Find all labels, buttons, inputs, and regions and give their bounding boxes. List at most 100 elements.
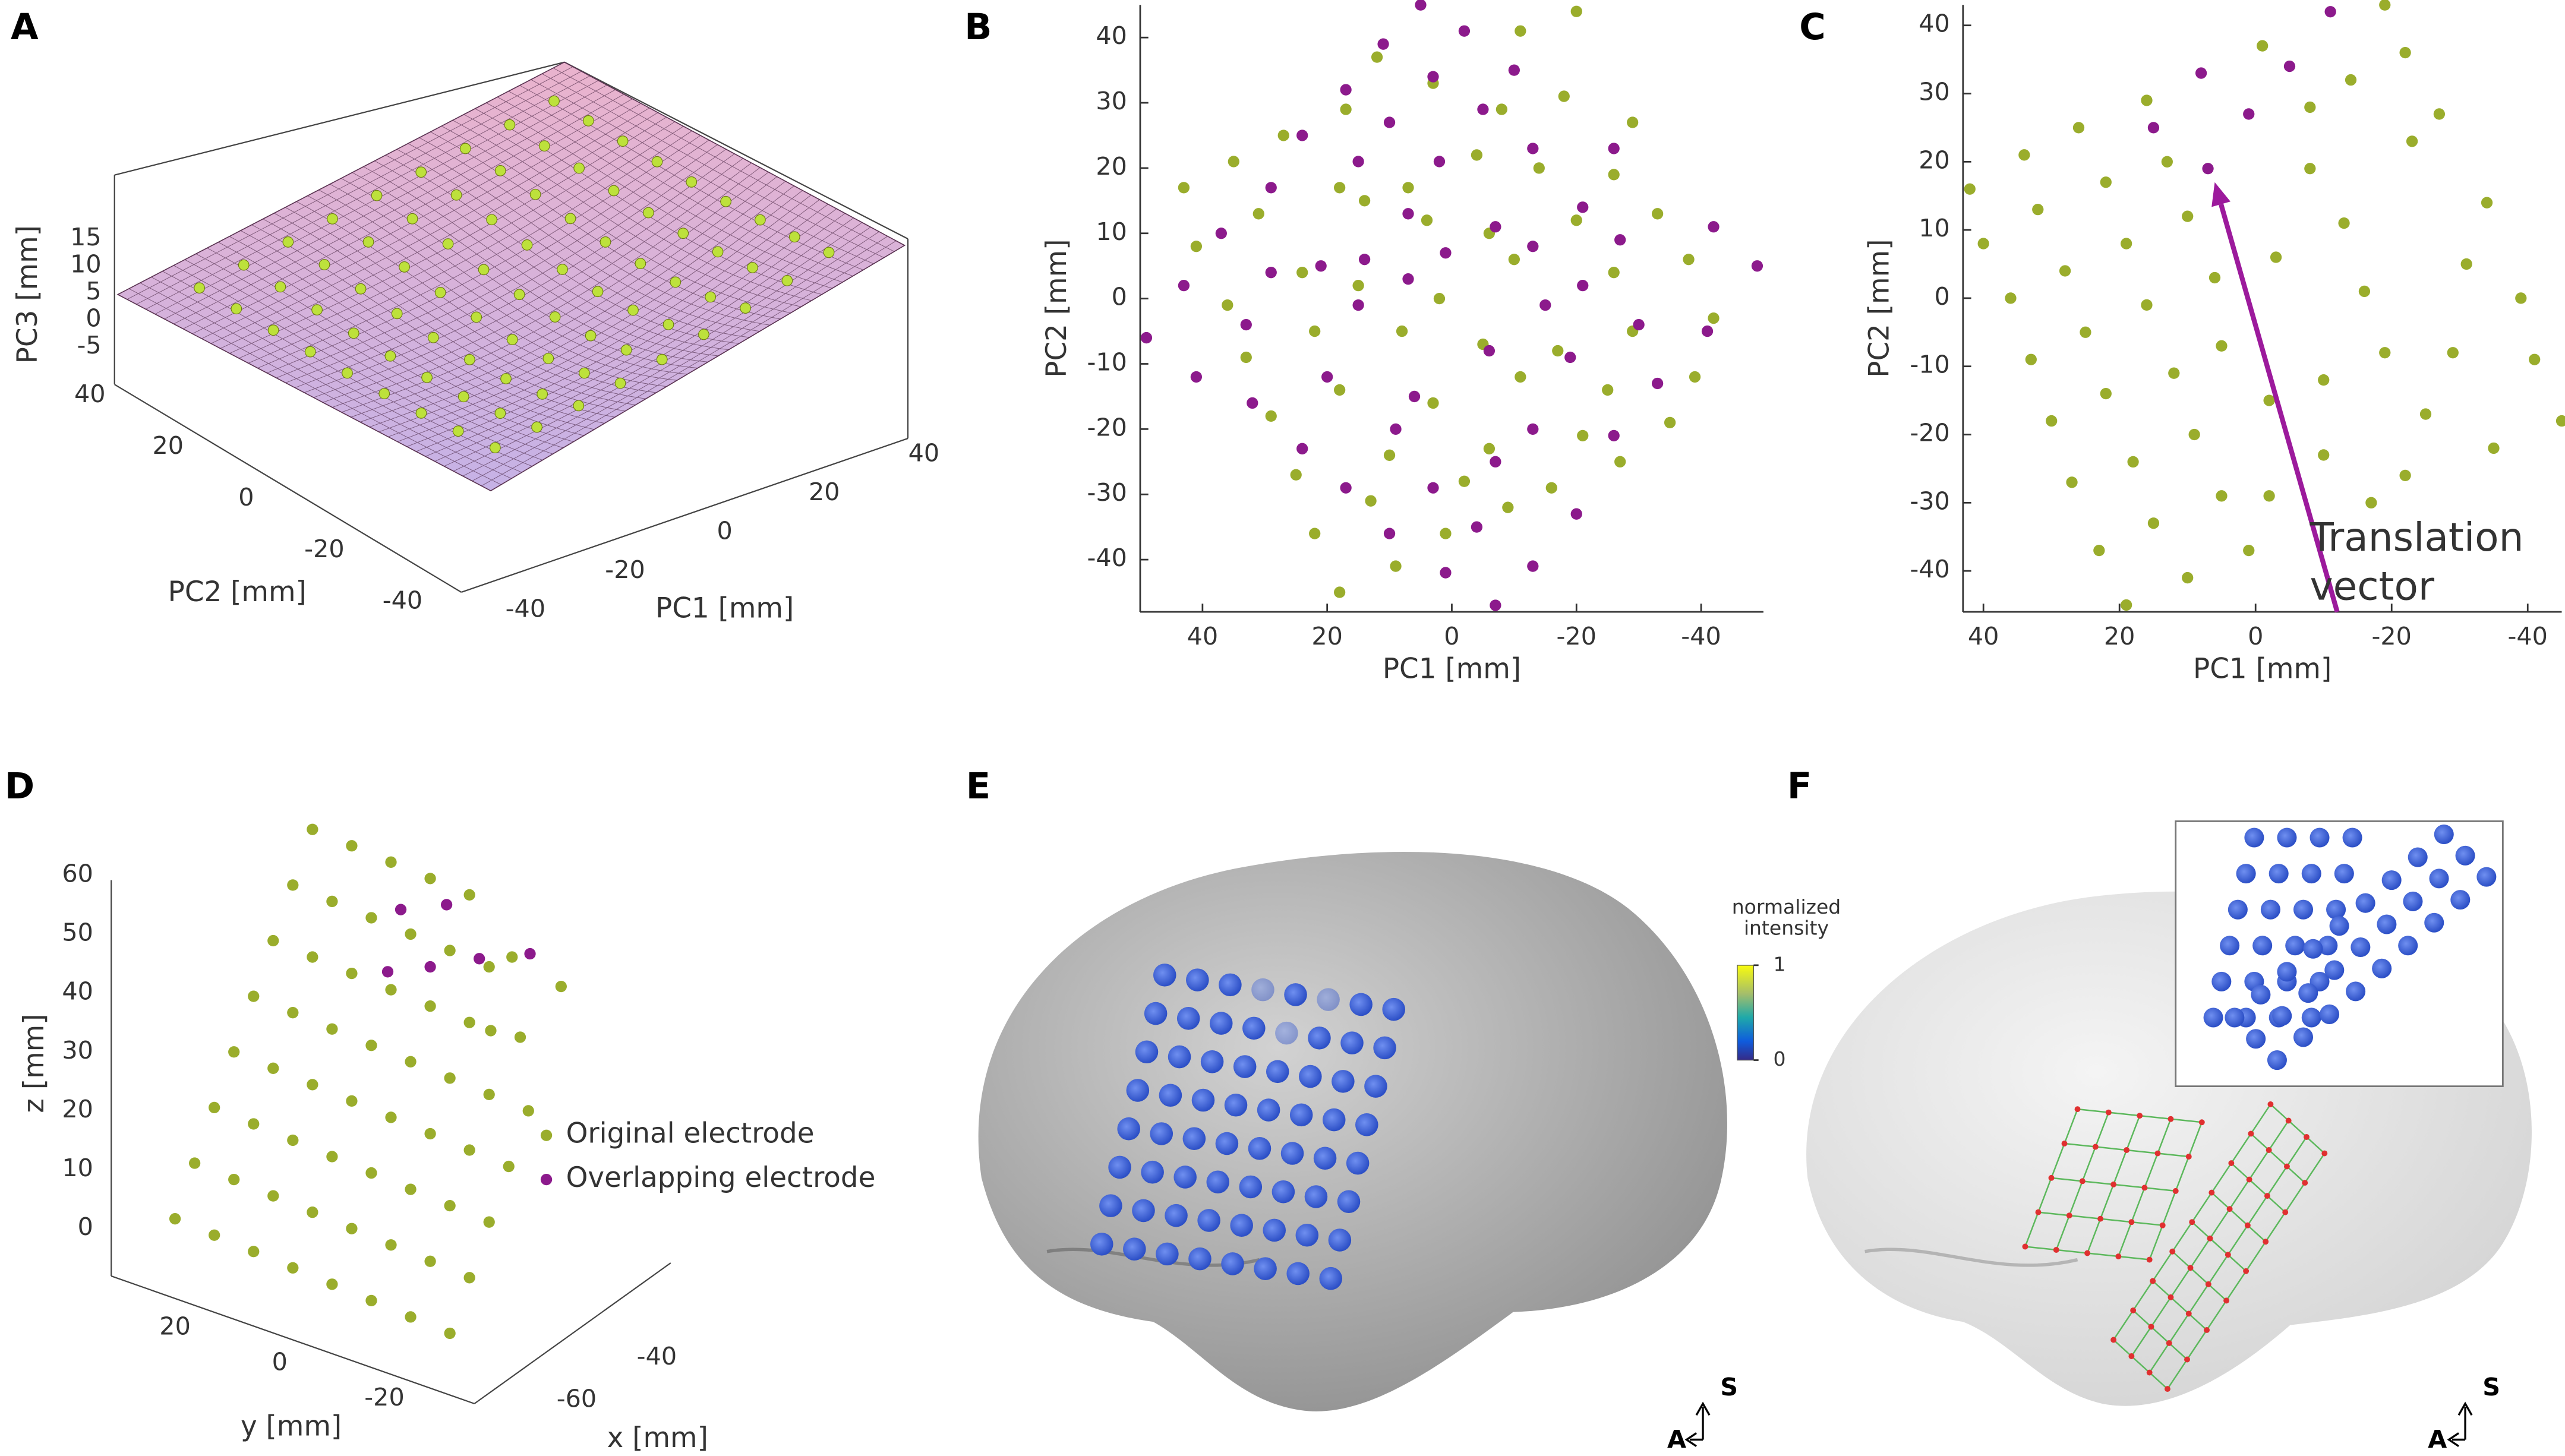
legend-label: Overlapping electrode (566, 1162, 876, 1194)
point (1433, 292, 1446, 305)
inset-electrode (2298, 983, 2318, 1003)
electrode (440, 899, 453, 911)
electrode (405, 1183, 417, 1195)
grid-node (2146, 1369, 2153, 1376)
electrode (1165, 1204, 1188, 1227)
electrode (1286, 1262, 1310, 1286)
electrode (1233, 1055, 1257, 1078)
x-tick-label: 40 (1187, 622, 1219, 650)
surface-point (677, 228, 689, 239)
point (2141, 94, 2153, 106)
colorbar-title: intensity (1744, 917, 1829, 940)
surface-point (452, 425, 464, 437)
point (1608, 143, 1620, 154)
point (1614, 234, 1626, 246)
grid-node (2207, 1235, 2213, 1242)
grid-node (2168, 1116, 2174, 1122)
inset-electrode (2293, 899, 2314, 920)
inset-electrode (2424, 912, 2444, 933)
point (1265, 267, 1277, 279)
grid-node (2159, 1222, 2166, 1228)
electrode (1275, 1021, 1298, 1045)
tick-label: 5 (86, 277, 101, 305)
point (2263, 394, 2275, 406)
grid-node (2282, 1209, 2289, 1215)
point (1558, 90, 1570, 102)
electrode (1349, 993, 1373, 1016)
point (1664, 416, 1676, 429)
inset-electrode (2326, 899, 2346, 920)
point (1701, 325, 1714, 337)
surface-point (542, 353, 554, 364)
point (1490, 221, 1501, 233)
inset-electrode (2251, 984, 2271, 1005)
inset-electrode (2398, 936, 2418, 956)
point (1515, 25, 1526, 37)
point (1490, 599, 1501, 611)
orientation-left: A (1667, 1425, 1686, 1454)
point (1496, 103, 1508, 115)
surface-point (620, 344, 632, 356)
point (2005, 292, 2017, 304)
surface-point (531, 421, 542, 433)
point (2270, 251, 2282, 263)
grid-node (2321, 1150, 2328, 1157)
electrode (1108, 1155, 1131, 1179)
x-tick-label: 20 (2104, 622, 2135, 650)
electrode (326, 895, 338, 908)
surface-point (686, 176, 698, 188)
surface-point (537, 389, 548, 400)
surface-point (415, 166, 427, 178)
electrode (395, 904, 407, 915)
electrode (1355, 1113, 1378, 1136)
tick-label: 0 (717, 516, 733, 545)
point (1608, 169, 1620, 181)
tick-label: 40 (74, 380, 106, 408)
surface-point (747, 262, 758, 273)
point (1215, 228, 1227, 239)
point (2046, 415, 2058, 427)
point (1140, 331, 1153, 344)
tick-label: 20 (809, 478, 840, 506)
electrode (424, 1255, 436, 1267)
surface-point (318, 259, 330, 270)
surface-point (494, 408, 506, 419)
y-tick-label: -30 (1087, 478, 1127, 507)
point (1277, 130, 1289, 141)
arrow-head (2211, 182, 2230, 207)
point (1427, 397, 1439, 409)
point (1415, 0, 1427, 11)
grid-node (2264, 1193, 2270, 1199)
point (1402, 273, 1414, 285)
point (2127, 456, 2139, 468)
surface-point (614, 377, 626, 389)
point (1190, 241, 1203, 252)
point (2072, 122, 2085, 134)
point (1340, 103, 1352, 115)
tick-label: 0 (78, 1212, 93, 1241)
inset-electrode (2303, 939, 2323, 959)
grid-node (2130, 1307, 2137, 1313)
point (2147, 122, 2160, 134)
point (2032, 204, 2044, 216)
electrode (483, 961, 495, 973)
surface-point (506, 334, 518, 345)
surface-point (755, 214, 766, 226)
grid-node (2266, 1147, 2272, 1153)
surface-point (705, 291, 717, 303)
electrode (228, 1173, 240, 1186)
electrode (1254, 1257, 1277, 1280)
colorbar-tick-label: 0 (1773, 1047, 1785, 1070)
point (1440, 528, 1452, 539)
surface-point (478, 264, 490, 276)
grid-node (2048, 1174, 2055, 1181)
tick-label: -40 (383, 586, 422, 615)
tick-label: 20 (159, 1312, 191, 1341)
axis-label: y [mm] (241, 1411, 342, 1443)
electrode (248, 1118, 260, 1130)
electrode (346, 1095, 358, 1107)
y-tick-label: -20 (1087, 413, 1127, 441)
inset-electrode (2324, 960, 2345, 980)
legend-marker (540, 1129, 553, 1141)
